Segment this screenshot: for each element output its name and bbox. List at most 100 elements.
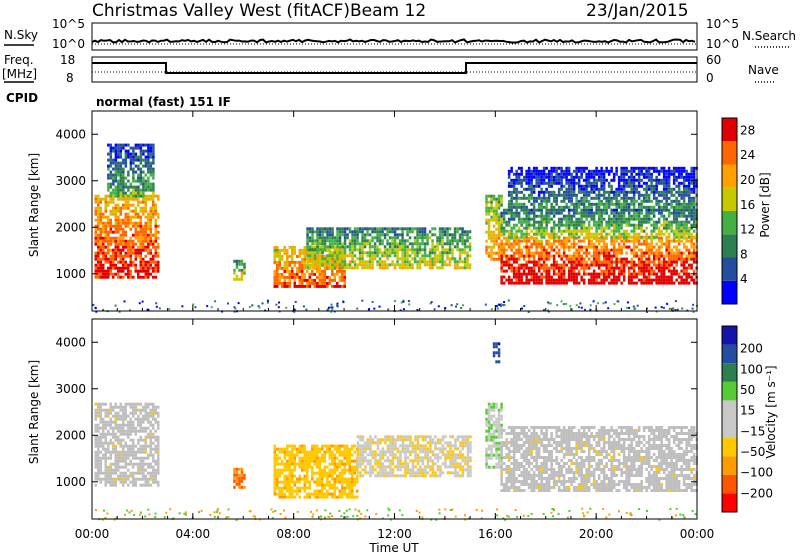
data-cell: [490, 209, 493, 213]
data-cell: [119, 164, 123, 168]
data-cell: [605, 257, 608, 261]
data-cell: [485, 230, 488, 234]
data-cell: [545, 229, 548, 233]
data-cell: [677, 211, 681, 215]
noise-right-tick-top: 10^5: [706, 17, 739, 31]
data-cell: [296, 272, 299, 276]
data-cell: [682, 263, 686, 267]
colorbar-swatch: [722, 187, 737, 211]
data-cell: [102, 227, 105, 231]
data-cell: [97, 275, 100, 279]
data-cell: [535, 226, 538, 230]
data-cell: [505, 257, 508, 261]
data-cell: [127, 155, 130, 159]
data-cell: [532, 278, 536, 282]
data-cell: [582, 184, 586, 188]
data-cell: [149, 272, 152, 276]
data-cell: [685, 254, 688, 258]
clutter-cell: [146, 308, 149, 311]
data-cell: [595, 202, 598, 206]
data-cell: [107, 260, 110, 264]
data-cell: [144, 447, 147, 451]
data-cell: [139, 248, 142, 252]
data-cell: [152, 146, 155, 150]
data-cell: [124, 471, 127, 475]
data-cell: [102, 266, 105, 270]
data-cell: [540, 196, 543, 200]
data-cell: [273, 260, 276, 264]
data-cell: [632, 199, 636, 203]
data-cell: [660, 263, 663, 267]
data-cell: [408, 266, 412, 270]
data-cell: [240, 277, 244, 281]
data-cell: [600, 211, 603, 215]
data-cell: [635, 190, 638, 194]
data-cell: [592, 263, 596, 267]
data-cell: [490, 233, 493, 237]
data-cell: [502, 245, 506, 249]
data-cell: [396, 236, 399, 240]
data-cell: [366, 254, 369, 258]
data-cell: [487, 212, 491, 216]
data-cell: [408, 242, 412, 246]
data-cell: [682, 199, 686, 203]
data-cell: [552, 266, 556, 270]
data-cell: [114, 230, 117, 234]
data-cell: [119, 206, 122, 210]
data-cell: [522, 208, 526, 212]
data-cell: [401, 236, 404, 240]
data-cell: [525, 214, 528, 218]
data-cell: [124, 161, 128, 165]
data-cell: [687, 229, 691, 233]
data-cell: [152, 269, 155, 273]
data-cell: [625, 223, 628, 227]
data-cell: [328, 239, 332, 243]
data-cell: [386, 263, 389, 267]
data-cell: [652, 254, 656, 258]
data-cell: [515, 196, 518, 200]
data-cell: [537, 214, 541, 218]
data-cell: [99, 269, 102, 273]
data-cell: [625, 202, 628, 206]
data-cell: [580, 187, 583, 191]
data-cell: [124, 263, 127, 267]
clutter-cell: [502, 304, 505, 307]
data-cell: [361, 239, 364, 243]
data-cell: [438, 230, 442, 234]
data-cell: [527, 281, 531, 285]
data-cell: [642, 251, 646, 255]
data-cell: [632, 184, 636, 188]
data-cell: [152, 188, 155, 192]
data-cell: [515, 272, 518, 276]
data-cell: [537, 251, 541, 255]
data-cell: [466, 251, 469, 255]
data-cell: [590, 245, 593, 249]
data-cell: [451, 242, 454, 246]
data-cell: [600, 172, 603, 176]
data-cell: [109, 176, 113, 180]
data-cell: [129, 236, 132, 240]
data-cell: [585, 260, 588, 264]
data-cell: [690, 235, 693, 239]
data-cell: [137, 179, 140, 183]
data-cell: [137, 194, 140, 198]
data-cell: [657, 202, 661, 206]
data-cell: [137, 272, 140, 276]
data-cell: [338, 257, 342, 261]
data-cell: [238, 259, 241, 263]
data-cell: [127, 462, 130, 466]
data-cell: [595, 220, 598, 224]
data-cell: [122, 248, 125, 252]
data-cell: [515, 281, 518, 285]
data-cell: [94, 233, 97, 237]
data-cell: [104, 411, 107, 415]
data-cell: [107, 266, 110, 270]
data-cell: [507, 175, 511, 179]
data-cell: [132, 158, 135, 162]
data-cell: [525, 248, 528, 252]
data-cell: [147, 456, 150, 460]
data-cell: [657, 269, 661, 273]
data-cell: [371, 236, 374, 240]
data-cell: [540, 248, 543, 252]
data-cell: [642, 196, 646, 200]
